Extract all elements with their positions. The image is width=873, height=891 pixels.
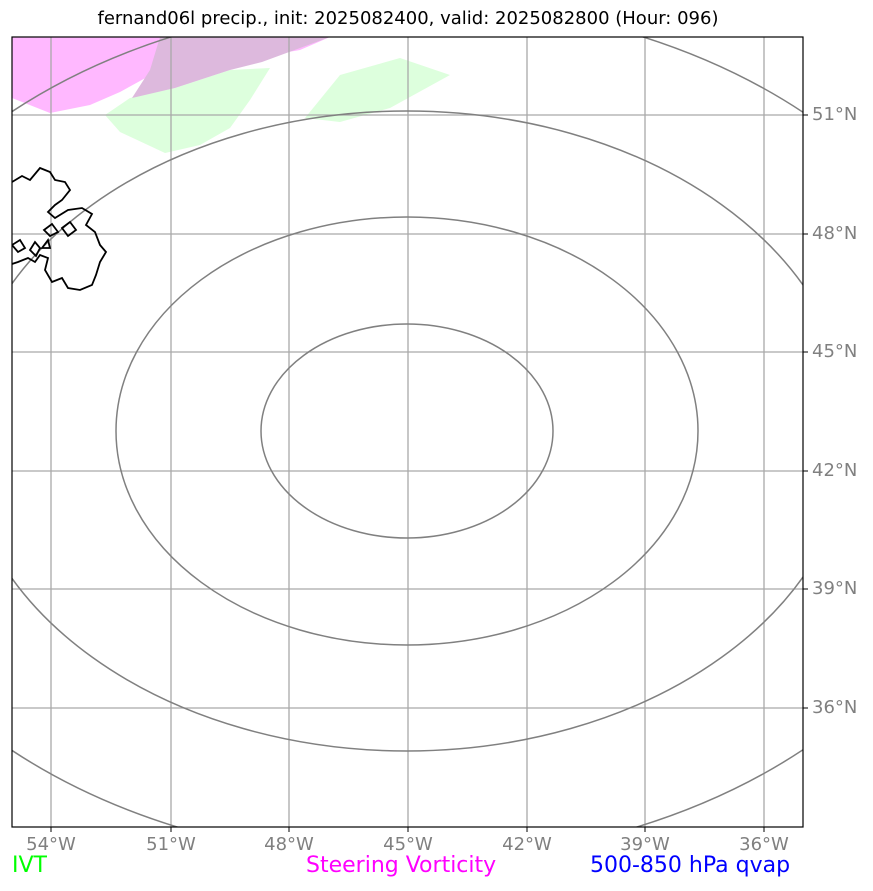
ivt-area-east [305,58,450,122]
overlap-area [132,37,330,98]
legend-steering-vorticity: Steering Vorticity [306,853,497,878]
pressure-contours [12,37,803,827]
axis-ticks [50,114,808,832]
lat-label: 36°N [812,697,858,718]
lat-label: 51°N [812,104,858,125]
lat-label: 42°N [812,460,858,481]
lon-label: 39°W [620,834,670,855]
coastline [12,166,108,291]
map-title: fernand06l precip., init: 2025082400, va… [97,8,719,29]
lon-label: 54°W [26,834,76,855]
gridlines [12,37,803,827]
lat-label: 45°N [812,341,858,362]
lon-label: 48°W [264,834,314,855]
lon-label: 36°W [739,834,789,855]
lon-label: 42°W [502,834,552,855]
contour-second [115,216,699,646]
ivt-area-west [105,68,270,153]
contour-inner [260,323,554,539]
lat-label: 48°N [812,223,858,244]
legend-ivt: IVT [12,853,47,878]
lon-label: 51°W [146,834,196,855]
lon-label: 45°W [383,834,433,855]
contour-third [12,110,803,752]
lat-label: 39°N [812,578,858,599]
legend-qvap: 500-850 hPa qvap [590,853,791,878]
